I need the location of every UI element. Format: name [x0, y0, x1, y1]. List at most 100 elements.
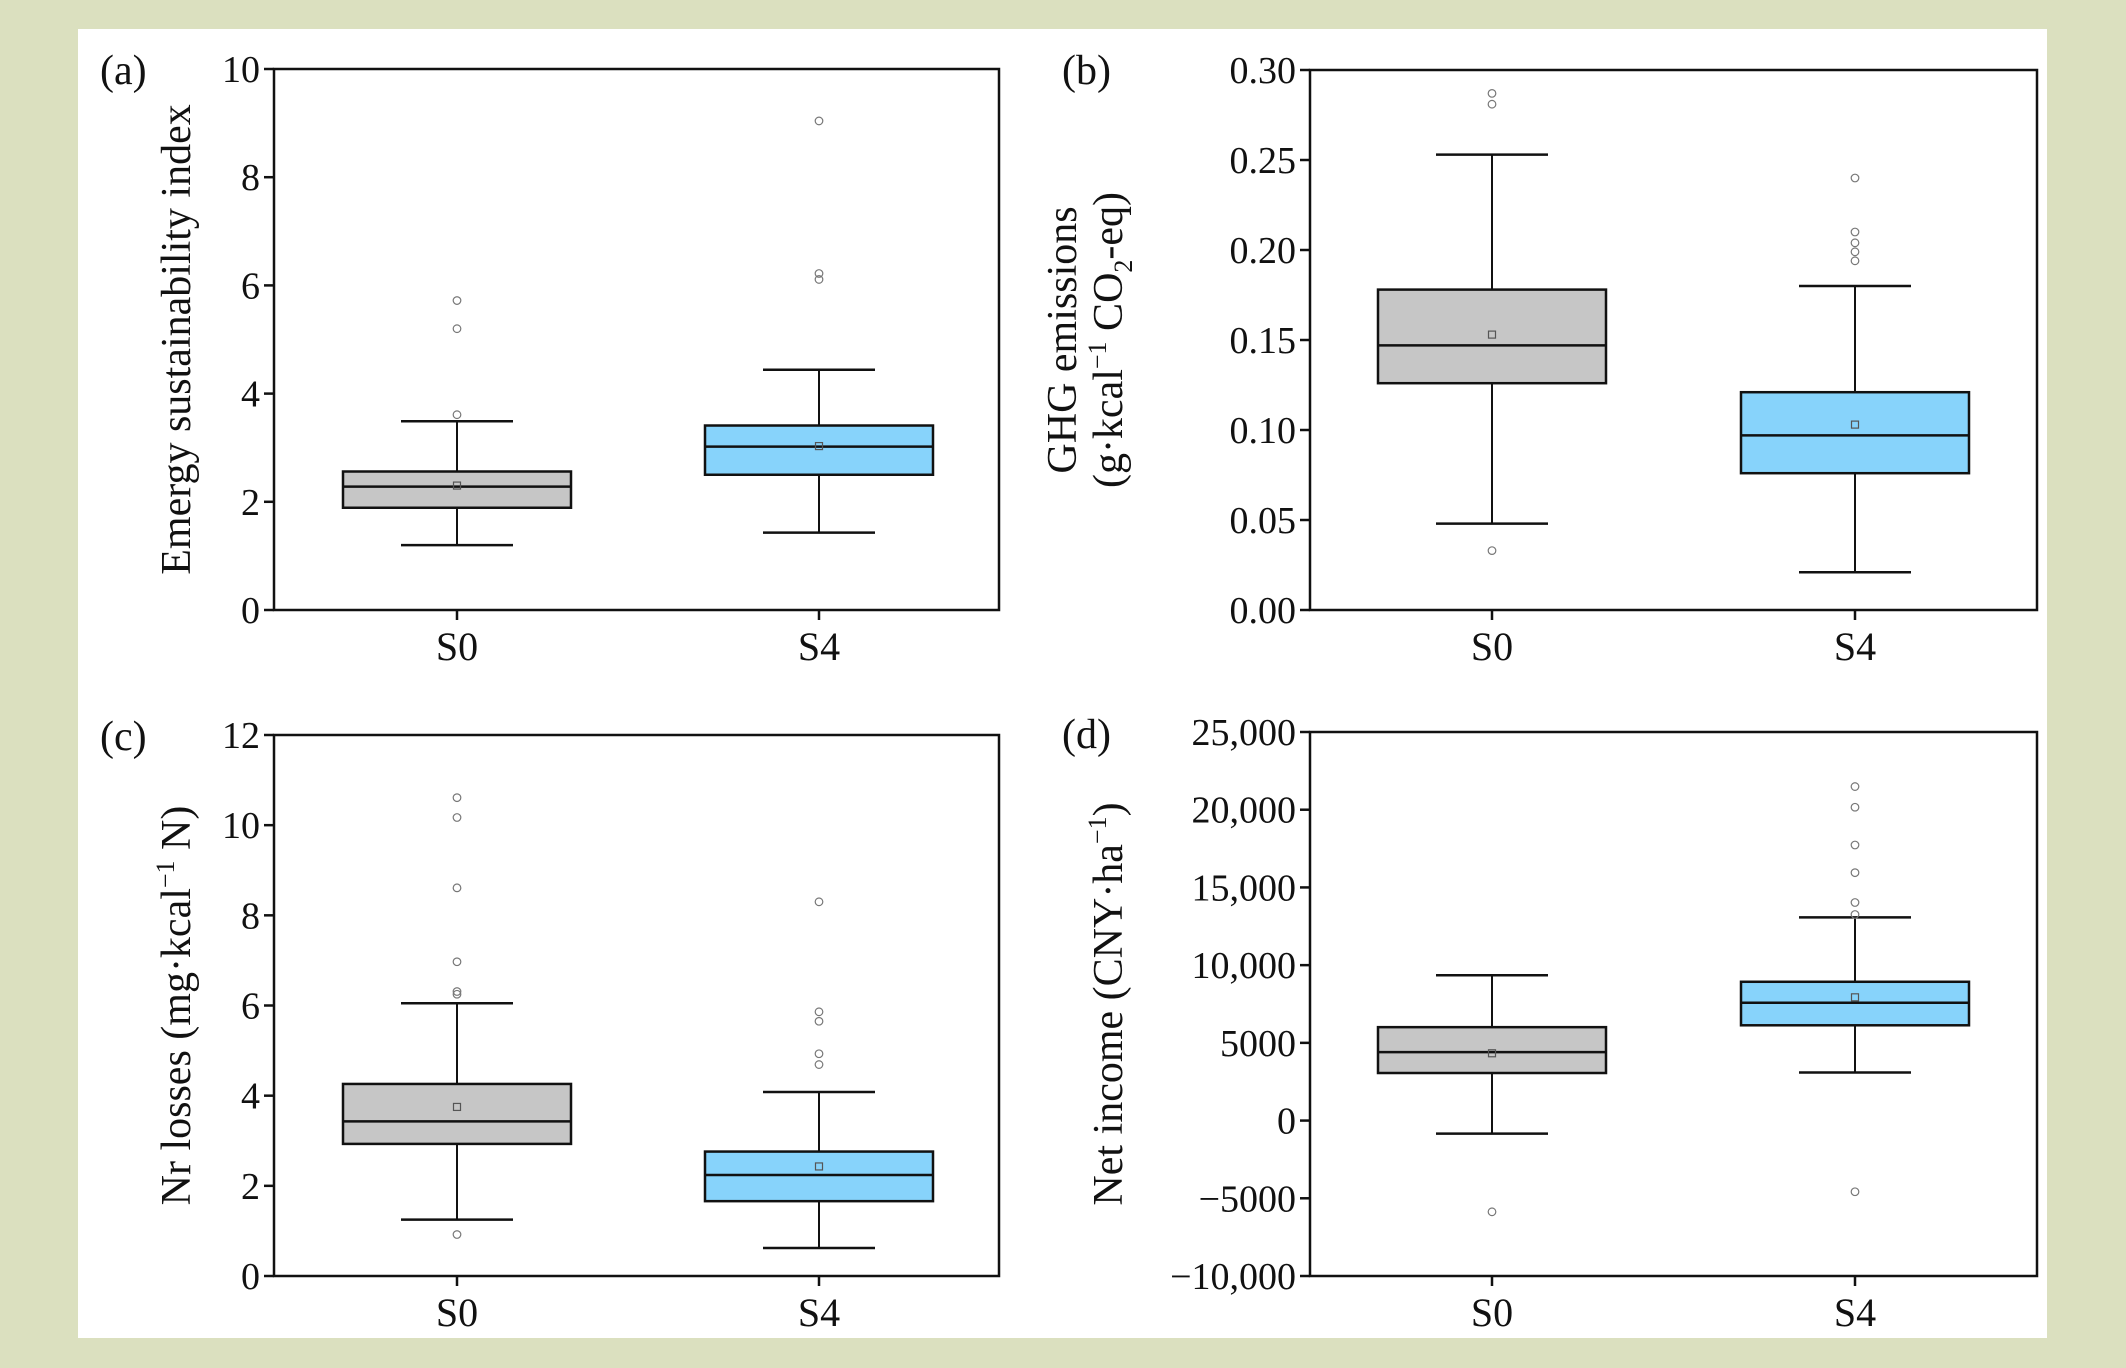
panel-label: (d) — [1062, 712, 1111, 758]
y-tick-label: 0.20 — [1230, 230, 1297, 272]
outlier-point — [1850, 247, 1860, 257]
outlier-point — [1850, 782, 1860, 791]
panel-c: (c) 0 2 4 6 8 10 12 S0 S4 Nr losses (mg·kcal−1 N) — [100, 714, 1001, 1335]
y-tick-label: 2 — [241, 482, 260, 524]
outlier-point — [1850, 910, 1860, 919]
y-axis-title-part: N) — [154, 806, 200, 861]
y-tick-label: 10 — [222, 49, 260, 91]
x-category-label: S0 — [436, 624, 478, 669]
y-axis-title-part: ) — [1086, 802, 1132, 816]
plot-frame — [272, 67, 1001, 612]
y-tick-label: 15,000 — [1192, 867, 1297, 909]
x-category-label: S4 — [1834, 1290, 1876, 1335]
y-tick-label: 0 — [241, 1256, 260, 1298]
outlier-point — [1850, 840, 1860, 850]
y-axis-title-line1: GHG emissions — [1040, 206, 1086, 473]
y-axis-title-part: −1 — [1083, 341, 1112, 369]
outlier-point — [1850, 256, 1860, 266]
outlier-point — [814, 1049, 824, 1059]
outlier-point — [1850, 802, 1860, 812]
box-s0 — [1376, 973, 1608, 1217]
outlier-point — [1487, 88, 1497, 98]
y-tick-label: 0 — [241, 590, 260, 632]
outlier-point — [452, 989, 462, 999]
panel-label: (b) — [1062, 48, 1111, 94]
y-tick-label: −10,000 — [1170, 1256, 1296, 1298]
outlier-point — [1487, 1207, 1497, 1217]
y-axis-title-part: (g·kcal — [1086, 369, 1132, 488]
outlier-point — [1850, 1187, 1860, 1197]
outlier-point — [814, 1060, 824, 1069]
iqr-box — [341, 1082, 573, 1146]
box-s4 — [1739, 782, 1971, 1197]
y-axis-title-part: −1 — [1083, 816, 1112, 844]
y-tick-label: 4 — [241, 1076, 260, 1118]
outlier-point — [452, 1230, 462, 1239]
mean-marker — [1850, 993, 1860, 1002]
outlier-point — [452, 793, 462, 803]
outlier-point — [452, 324, 462, 334]
y-tick-label: 8 — [241, 895, 260, 937]
y-tick-label: 0.05 — [1230, 500, 1297, 542]
y-tick-label: 0.15 — [1230, 320, 1297, 362]
plot-frame — [1308, 730, 2039, 1278]
outlier-point — [452, 410, 462, 420]
x-category-label: S0 — [1471, 624, 1513, 669]
panel-a: (a) 0 2 4 6 8 10 S0 S4 Emergy sustainability inde… — [100, 48, 1001, 669]
y-axis-title-part: Net income (CNY·ha — [1086, 844, 1132, 1206]
y-tick-label: 2 — [241, 1166, 260, 1208]
y-tick-label: 0.00 — [1230, 590, 1297, 632]
y-tick-label: 10 — [222, 805, 260, 847]
outlier-point — [452, 957, 462, 967]
mean-marker — [452, 1102, 462, 1112]
mean-marker — [1487, 1049, 1497, 1058]
outlier-point — [452, 813, 462, 822]
y-tick-label: 4 — [241, 374, 260, 416]
box-s0 — [341, 296, 573, 547]
y-axis-title-part: −1 — [151, 860, 180, 888]
box-s0 — [341, 793, 573, 1239]
outlier-point — [814, 897, 824, 907]
box-s4 — [703, 116, 935, 534]
x-category-label: S0 — [1471, 1290, 1513, 1335]
outlier-point — [452, 883, 462, 893]
panel-b: (b) 0.00 0.05 0.10 0.15 0.20 0.25 0.30 S0 S4 GHG e… — [1040, 48, 2039, 669]
box-s4 — [703, 897, 935, 1250]
panel-d: (d) −10,000 −5000 0 5000 10,000 15,000 20,000 25… — [1062, 712, 2039, 1335]
y-tick-label: 0.25 — [1230, 140, 1297, 182]
outlier-point — [1487, 99, 1497, 109]
outlier-point — [1850, 898, 1860, 907]
outlier-point — [814, 116, 824, 126]
y-tick-label: 6 — [241, 986, 260, 1028]
y-tick-label: 0.10 — [1230, 410, 1297, 452]
panel-label: (c) — [100, 714, 147, 760]
panel-label: (a) — [100, 48, 147, 94]
outlier-point — [1487, 546, 1497, 555]
mean-marker — [814, 1162, 824, 1171]
y-tick-label: 25,000 — [1192, 712, 1297, 754]
outlier-point — [1850, 868, 1860, 878]
y-axis-title-line2: (g·kcal−1 CO2-eq) — [1083, 192, 1138, 488]
y-axis-title-part: Nr losses (mg·kcal — [154, 888, 200, 1205]
mean-marker — [1850, 420, 1860, 429]
x-category-label: S0 — [436, 1290, 478, 1335]
outlier-point — [452, 296, 462, 305]
mean-marker — [452, 481, 462, 490]
y-axis-title-part: 2 — [1109, 260, 1138, 273]
y-tick-label: 20,000 — [1192, 790, 1297, 832]
y-tick-label: 10,000 — [1192, 945, 1297, 987]
y-axis-title-part: -eq) — [1086, 192, 1132, 260]
y-axis-title: Emergy sustainability index — [154, 104, 200, 575]
mean-marker — [814, 441, 824, 451]
mean-marker — [1487, 330, 1497, 339]
iqr-box — [703, 1150, 935, 1203]
y-tick-label: 8 — [241, 157, 260, 199]
outlier-point — [814, 269, 824, 278]
y-axis-title-part: CO — [1086, 273, 1132, 342]
y-tick-label: 12 — [222, 715, 260, 757]
outlier-point — [1850, 173, 1860, 183]
x-category-label: S4 — [798, 1290, 840, 1335]
y-tick-label: 0 — [1277, 1101, 1296, 1143]
y-tick-label: 6 — [241, 265, 260, 307]
